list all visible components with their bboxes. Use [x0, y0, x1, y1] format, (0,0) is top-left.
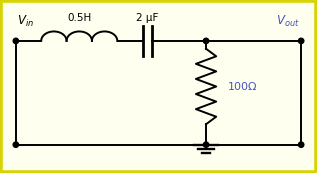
Circle shape [204, 142, 209, 147]
Text: $V_{in}$: $V_{in}$ [17, 14, 35, 29]
Circle shape [299, 142, 304, 147]
Circle shape [13, 38, 19, 44]
Text: 2 μF: 2 μF [136, 13, 158, 23]
Circle shape [13, 142, 19, 147]
Circle shape [204, 38, 209, 44]
Text: 100Ω: 100Ω [228, 81, 258, 92]
Text: 0.5H: 0.5H [67, 13, 91, 23]
Circle shape [299, 38, 304, 44]
Text: $V_{out}$: $V_{out}$ [276, 14, 300, 29]
